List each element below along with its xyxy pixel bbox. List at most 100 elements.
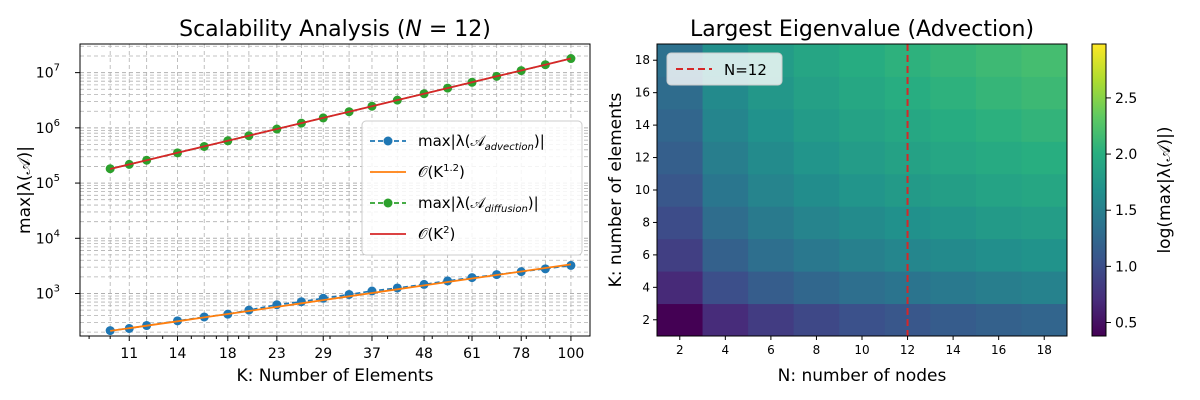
heatmap-cell (793, 44, 840, 77)
heatmap-cell (839, 44, 886, 77)
heatmap-cell (975, 141, 1022, 175)
y-tick-label: 14 (635, 118, 650, 132)
heatmap-cells (657, 44, 1068, 337)
legend-label-main: max|λ(𝒜 (418, 194, 486, 212)
left-y-axis-label: max|λ(𝒜)| (15, 146, 35, 234)
legend-label-2: max|λ(𝒜diffusion)| (418, 194, 539, 215)
y-tick-label: 106 (36, 118, 60, 137)
legend-label-3: 𝒪(K2) (418, 225, 455, 243)
heatmap-cell (930, 141, 977, 175)
heatmap-cell (930, 303, 977, 337)
heatmap-cell (975, 206, 1022, 240)
series-0-point (419, 279, 429, 289)
y-tick-base: 10 (36, 231, 54, 247)
legend-label-1: 𝒪(K1.2) (418, 163, 465, 181)
heatmap-cell (1021, 76, 1068, 110)
right-chart-title: Largest Eigenvalue (Advection) (690, 17, 1034, 42)
left-title-var: N (405, 17, 421, 42)
y-tick-base: 10 (36, 66, 54, 82)
heatmap-cell (793, 206, 840, 240)
legend-label-subscript: advection (485, 142, 534, 153)
heatmap-cell (748, 271, 795, 305)
heatmap-cell (793, 173, 840, 207)
heatmap-cell (702, 303, 749, 337)
heatmap-cell (930, 271, 977, 305)
heatmap-cell (930, 173, 977, 207)
legend-marker-0 (383, 136, 393, 146)
x-tick-label: 11 (120, 346, 138, 362)
series-2-point (566, 54, 576, 64)
heatmap-cell (657, 173, 704, 207)
left-x-ticks: 11 14 18 23 29 37 48 61 78 100 (88, 336, 585, 362)
heatmap-cell (839, 303, 886, 337)
right-legend-label: N=12 (724, 61, 767, 79)
heatmap-cell (975, 76, 1022, 110)
x-tick-label: 4 (722, 343, 730, 357)
legend-label-tail: )| (534, 132, 545, 150)
right-x-axis-label: N: number of nodes (778, 366, 947, 386)
heatmap-cell (975, 303, 1022, 337)
x-tick-label: 6 (767, 343, 775, 357)
series-line-1 (110, 263, 572, 332)
x-tick-label: 48 (415, 346, 433, 362)
right-x-ticks: 2 4 6 8 10 12 14 16 18 (676, 336, 1052, 357)
legend-label-tail: ) (450, 225, 456, 243)
series-line-3 (109, 57, 572, 170)
heatmap-cell (657, 206, 704, 240)
y-tick-label: 18 (635, 53, 650, 67)
left-series-group (105, 54, 576, 336)
heatmap-cell (1021, 141, 1068, 175)
y-tick-exponent: 5 (54, 173, 60, 184)
y-tick-label: 12 (635, 151, 650, 165)
heatmap-cell (839, 76, 886, 110)
x-tick-label: 14 (945, 343, 960, 357)
heatmap-cell (702, 271, 749, 305)
left-legend-box (361, 120, 583, 256)
heatmap-cell (975, 44, 1022, 77)
right-legend: N=12 (666, 52, 783, 86)
y-tick-label: 16 (635, 86, 650, 100)
heatmap-cell (1021, 44, 1068, 77)
heatmap-cell (1021, 271, 1068, 305)
y-tick-label: 8 (642, 215, 650, 229)
y-tick-base: 10 (36, 176, 54, 192)
heatmap-cell (930, 44, 977, 77)
left-x-axis-label: K: Number of Elements (236, 366, 433, 386)
heatmap-cell (839, 108, 886, 142)
y-tick-base: 10 (36, 121, 54, 137)
x-tick-label: 2 (676, 343, 684, 357)
y-tick-label: 10 (635, 183, 650, 197)
legend-label-main: 𝒪(K (418, 163, 444, 181)
x-tick-label: 18 (1037, 343, 1052, 357)
legend-label-tail: )| (528, 194, 539, 212)
heatmap-cell (839, 206, 886, 240)
x-tick-label: 8 (813, 343, 821, 357)
left-chart-title: Scalability Analysis (N = 12) (179, 17, 491, 42)
heatmap-cell (748, 173, 795, 207)
y-tick-label: 2 (642, 313, 650, 327)
heatmap-cell (930, 206, 977, 240)
y-tick-exponent: 7 (54, 63, 60, 74)
heatmap-cell (793, 108, 840, 142)
colorbar (1091, 43, 1107, 337)
left-title-text: Scalability Analysis ( (179, 17, 405, 42)
y-tick-label: 103 (36, 284, 60, 303)
x-tick-label: 14 (169, 346, 187, 362)
x-tick-label: 100 (558, 346, 585, 362)
legend-label-main: 𝒪(K (418, 225, 444, 243)
legend-label-tail: ) (459, 163, 465, 181)
heatmap-cell (839, 173, 886, 207)
x-tick-label: 29 (314, 346, 332, 362)
x-tick-label: 12 (900, 343, 915, 357)
right-y-ticks: 2 4 6 8 10 12 14 16 18 (635, 53, 657, 327)
heatmap-cell (702, 108, 749, 142)
colorbar-tick-label: 1.0 (1115, 259, 1137, 275)
heatmap-cell (839, 238, 886, 272)
legend-marker-2 (383, 198, 393, 208)
heatmap-cell (793, 141, 840, 175)
y-tick-label: 105 (36, 173, 60, 192)
x-tick-label: 37 (363, 346, 381, 362)
colorbar-tick-label: 0.5 (1115, 316, 1137, 332)
series-0-point (296, 297, 306, 307)
